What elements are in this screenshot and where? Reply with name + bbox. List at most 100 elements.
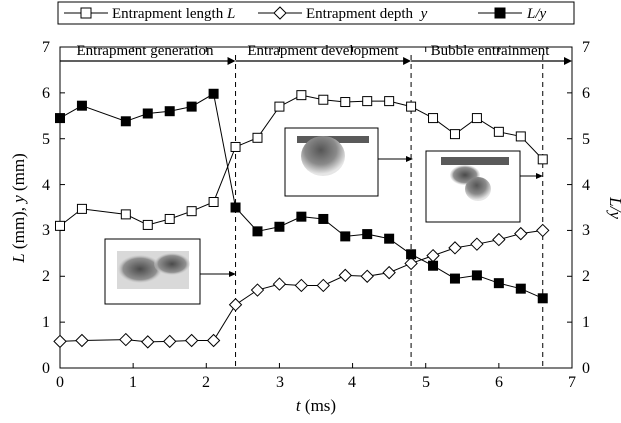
x-axis-label: t (ms) xyxy=(296,396,336,415)
x-tick-label: 0 xyxy=(56,374,64,391)
legend-box xyxy=(57,1,575,25)
y-right-axis-label: L/y xyxy=(606,196,621,219)
y-right-tick-labels: 0 1 2 3 4 5 6 7 xyxy=(582,39,590,377)
depth-point xyxy=(448,241,462,255)
phase-arrow-head xyxy=(403,57,412,65)
length-point xyxy=(515,131,526,142)
inset-development xyxy=(284,127,413,197)
length-point xyxy=(230,141,241,152)
legend: Entrapment length L Entrapment depth y L… xyxy=(57,1,575,25)
ratio-point xyxy=(208,88,219,99)
x-tick-label: 4 xyxy=(348,374,356,391)
y-right-tick-label: 5 xyxy=(582,131,590,148)
ratio-point xyxy=(120,116,131,127)
depth-point xyxy=(492,232,506,247)
depth-point xyxy=(141,335,155,349)
inset-cavity xyxy=(154,253,190,275)
x-tick-label: 7 xyxy=(568,374,576,391)
length-point xyxy=(76,203,87,214)
length-point xyxy=(55,220,65,231)
ratio-point xyxy=(449,273,460,284)
depth-point xyxy=(163,334,177,349)
length-point xyxy=(120,209,131,220)
y-right-tick-label: 7 xyxy=(582,39,590,56)
length-point xyxy=(362,96,373,107)
legend-entry-length: Entrapment length L xyxy=(112,6,235,22)
length-point xyxy=(384,96,395,107)
x-tick-label: 3 xyxy=(276,374,284,391)
length-point xyxy=(142,219,153,230)
ratio-point xyxy=(384,233,395,244)
depth-point xyxy=(360,269,374,283)
series-line xyxy=(59,92,543,299)
phase-label-generation: Entrapment generation xyxy=(76,43,214,59)
ratio-point xyxy=(230,202,241,213)
y-right-tick-label: 2 xyxy=(582,268,590,285)
phase-label-entrainment: Bubble entrainment xyxy=(431,43,551,59)
ratio-point xyxy=(142,108,153,119)
ratio-point xyxy=(406,249,417,260)
depth-point xyxy=(514,226,528,241)
length-point xyxy=(471,113,482,124)
length-point xyxy=(164,213,175,224)
plot-frame xyxy=(59,46,573,369)
length-point xyxy=(208,196,219,207)
length-point xyxy=(186,206,197,217)
legend-marker-depth xyxy=(273,6,287,20)
phase-arrow-head xyxy=(564,57,572,65)
length-point xyxy=(493,126,504,137)
y-left-tick-label: 7 xyxy=(42,39,50,56)
inset-bubble xyxy=(465,177,491,201)
x-tick-labels: 0 1 2 3 4 5 6 7 xyxy=(56,374,576,391)
inset-arrow-head xyxy=(229,271,236,277)
x-tick-label: 2 xyxy=(202,374,210,391)
depth-point xyxy=(75,333,89,348)
depth-point xyxy=(404,256,418,271)
ratio-point xyxy=(186,101,197,112)
depth-point xyxy=(228,298,243,312)
ratio-point xyxy=(252,226,263,237)
ratio-point xyxy=(493,278,504,289)
ratio-point xyxy=(362,229,373,240)
length-point xyxy=(428,113,439,124)
y-left-tick-label: 4 xyxy=(42,177,50,194)
inset-entrainment xyxy=(425,150,543,223)
y-right-tick-label: 1 xyxy=(582,314,590,331)
y-right-tick-label: 6 xyxy=(582,85,590,102)
phase-label-development: Entrapment development xyxy=(247,43,399,59)
ratio-point xyxy=(515,283,526,294)
y-left-tick-label: 6 xyxy=(42,85,50,102)
y-left-tick-labels: 0 1 2 3 4 5 6 7 xyxy=(42,39,50,377)
length-point xyxy=(296,90,307,101)
series-layer xyxy=(53,88,550,349)
legend-marker-ratio xyxy=(494,7,506,19)
inset-generation xyxy=(104,238,236,305)
ratio-point xyxy=(537,293,548,304)
legend-entry-ratio: L/y xyxy=(526,6,547,22)
y-left-tick-label: 1 xyxy=(42,314,50,331)
legend-entry-depth: Entrapment depth y xyxy=(306,6,428,22)
x-tick-label: 6 xyxy=(495,374,503,391)
x-tick-label: 1 xyxy=(129,374,137,391)
y-left-tick-label: 5 xyxy=(42,131,50,148)
depth-point xyxy=(382,265,396,280)
y-left-tick-label: 2 xyxy=(42,268,50,285)
depth-point xyxy=(426,248,440,263)
series-line xyxy=(59,229,543,343)
y-right-tick-label: 0 xyxy=(582,360,590,377)
depth-point xyxy=(119,332,133,347)
depth-point xyxy=(470,237,484,251)
x-tick-label: 5 xyxy=(422,374,430,391)
ratio-point xyxy=(318,213,329,224)
inset-image-top xyxy=(441,157,509,165)
depth-point xyxy=(294,278,309,293)
y-left-axis-label: L (mm), y (mm) xyxy=(9,153,28,264)
ratio-point xyxy=(55,113,65,124)
y-right-tick-label: 3 xyxy=(582,222,590,239)
ratio-point xyxy=(164,106,175,117)
ratio-point xyxy=(471,270,482,281)
y-right-tick-label: 4 xyxy=(582,177,590,194)
length-point xyxy=(449,129,460,140)
length-point xyxy=(274,101,285,112)
